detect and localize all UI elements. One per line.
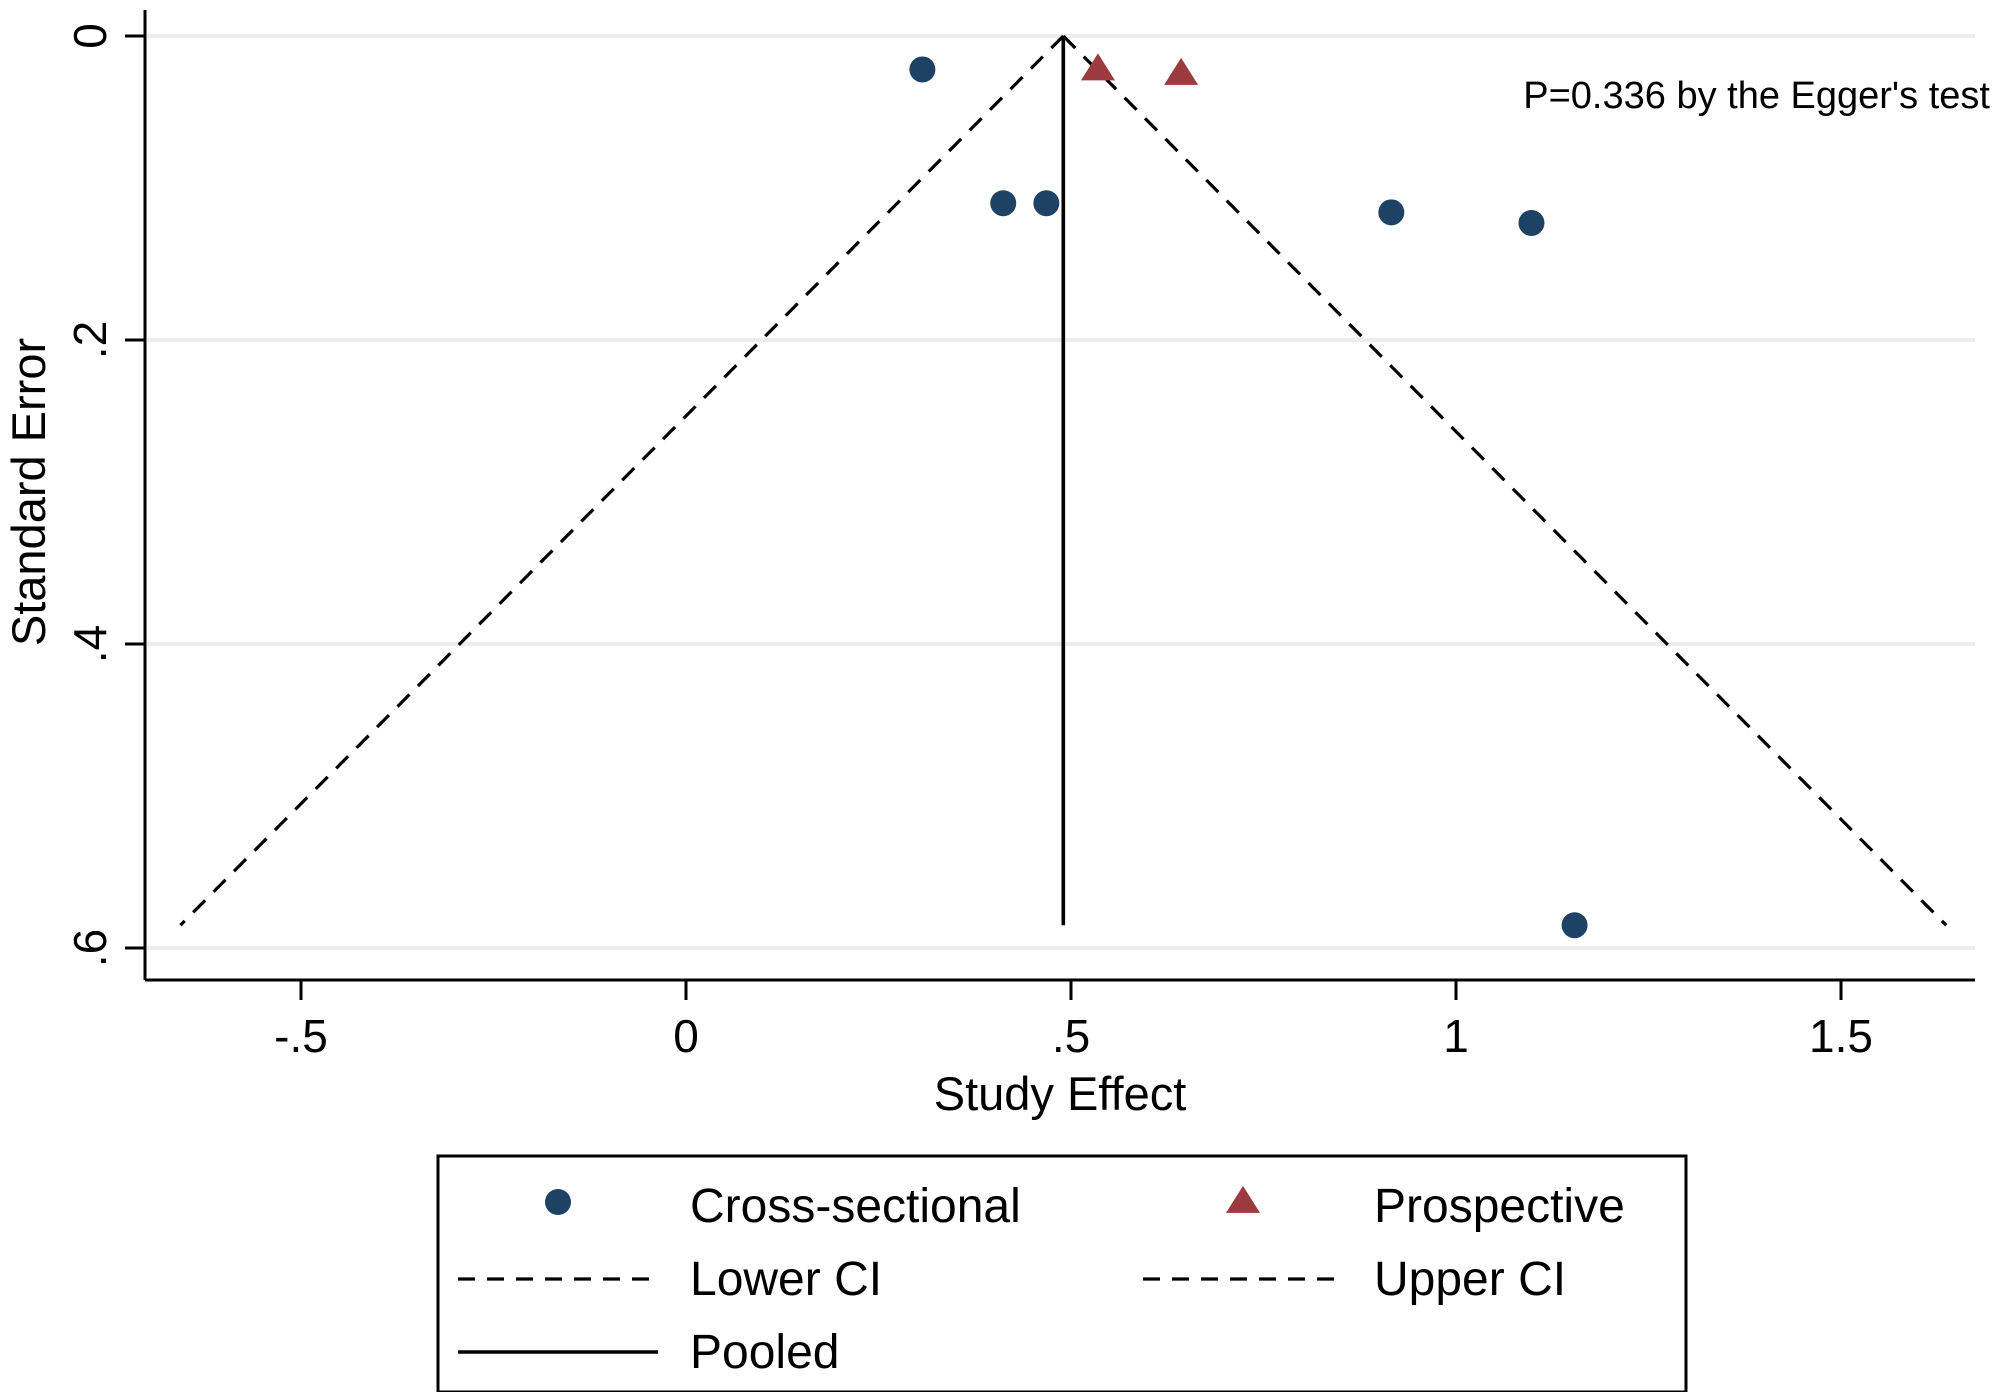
y-tick-label: .6 <box>64 929 116 967</box>
y-axis-title: Standard Error <box>2 338 55 646</box>
y-tick-label: .4 <box>64 625 116 663</box>
x-tick-label: 1 <box>1443 1010 1469 1062</box>
cross-sectional-point <box>909 56 936 83</box>
axes <box>143 10 1975 982</box>
x-tick-label: 0 <box>673 1010 699 1062</box>
legend: Cross-sectional Prospective Lower CI Upper … <box>436 1154 1688 1392</box>
legend-label: Upper CI <box>1374 1253 1566 1306</box>
cross-sectional-point <box>990 190 1017 217</box>
y-tick-label: .2 <box>64 321 116 359</box>
data-points <box>909 53 1588 939</box>
legend-label: Pooled <box>690 1326 839 1379</box>
y-tick-label: 0 <box>64 23 116 49</box>
legend-triangle-icon <box>1226 1185 1260 1213</box>
legend-label: Cross-sectional <box>690 1180 1021 1233</box>
grid-layer <box>147 34 1975 950</box>
egger-test-annotation: P=0.336 by the Egger's test <box>1523 75 1990 117</box>
cross-sectional-point <box>1033 190 1060 217</box>
tick-layer: 0 .2 .4 .6 -.5 0 .5 1 1.5 <box>64 23 1873 1062</box>
lower-ci-line <box>179 34 1065 927</box>
cross-sectional-point <box>1378 199 1405 226</box>
x-tick-label: -.5 <box>274 1010 328 1062</box>
upper-ci-line <box>1062 34 1948 927</box>
legend-circle-icon <box>545 1189 571 1215</box>
cross-sectional-point <box>1561 912 1588 939</box>
x-tick-label: 1.5 <box>1809 1010 1873 1062</box>
x-tick-label: .5 <box>1052 1010 1090 1062</box>
legend-entries: Cross-sectional Prospective Lower CI Upper … <box>458 1180 1625 1379</box>
confidence-limits <box>179 34 1948 927</box>
legend-label: Prospective <box>1374 1180 1625 1233</box>
x-axis-title: Study Effect <box>934 1067 1187 1120</box>
cross-sectional-point <box>1518 209 1545 236</box>
legend-label: Lower CI <box>690 1253 882 1306</box>
prospective-point <box>1164 57 1199 85</box>
prospective-point <box>1080 53 1115 81</box>
